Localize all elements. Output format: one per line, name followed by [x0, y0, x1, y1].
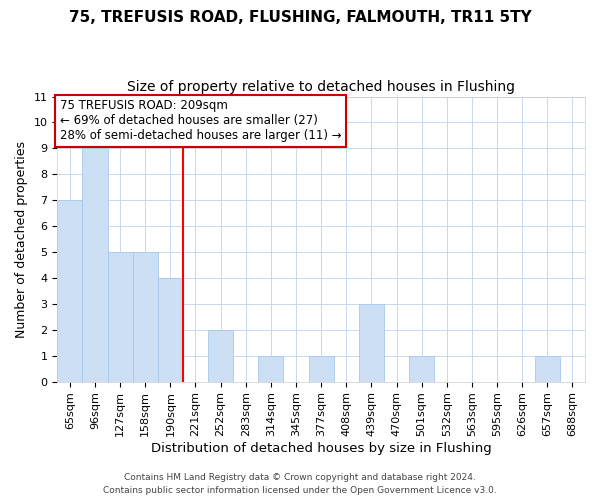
Bar — [57, 200, 82, 382]
X-axis label: Distribution of detached houses by size in Flushing: Distribution of detached houses by size … — [151, 442, 491, 455]
Text: 75 TREFUSIS ROAD: 209sqm
← 69% of detached houses are smaller (27)
28% of semi-d: 75 TREFUSIS ROAD: 209sqm ← 69% of detach… — [60, 100, 341, 142]
Y-axis label: Number of detached properties: Number of detached properties — [15, 140, 28, 338]
Bar — [409, 356, 434, 382]
Bar — [107, 252, 133, 382]
Text: Contains HM Land Registry data © Crown copyright and database right 2024.
Contai: Contains HM Land Registry data © Crown c… — [103, 474, 497, 495]
Bar — [359, 304, 384, 382]
Bar — [82, 148, 107, 382]
Bar — [133, 252, 158, 382]
Bar — [259, 356, 283, 382]
Text: 75, TREFUSIS ROAD, FLUSHING, FALMOUTH, TR11 5TY: 75, TREFUSIS ROAD, FLUSHING, FALMOUTH, T… — [68, 10, 532, 25]
Title: Size of property relative to detached houses in Flushing: Size of property relative to detached ho… — [127, 80, 515, 94]
Bar — [208, 330, 233, 382]
Bar — [535, 356, 560, 382]
Bar — [308, 356, 334, 382]
Bar — [158, 278, 183, 382]
